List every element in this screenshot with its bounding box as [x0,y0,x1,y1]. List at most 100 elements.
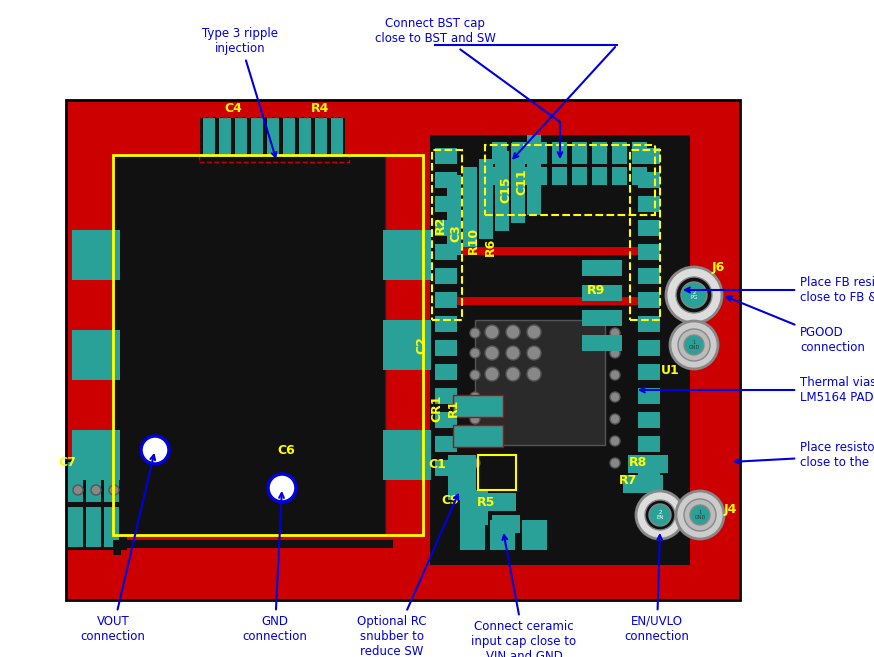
Text: R7: R7 [619,474,637,486]
Bar [632,167,647,185]
Bar [532,142,547,164]
Bar [592,167,607,185]
Bar [448,455,476,500]
Circle shape [109,485,119,495]
Circle shape [527,346,541,360]
Bar [512,167,527,185]
Text: C6: C6 [277,443,295,457]
Bar [638,340,660,356]
Bar [435,388,457,404]
Bar [638,220,660,236]
Circle shape [690,505,710,525]
Text: VOUT
connection: VOUT connection [80,455,155,643]
Circle shape [527,367,541,381]
Text: Connect ceramic
input cap close to
VIN and GND: Connect ceramic input cap close to VIN a… [471,535,577,657]
Circle shape [666,267,722,323]
Bar [475,320,605,445]
Bar [113,155,423,535]
Bar [235,135,247,157]
Circle shape [73,485,83,495]
Text: Connect BST cap
close to BST and SW: Connect BST cap close to BST and SW [375,17,562,157]
Bar [488,493,516,511]
Bar [435,412,457,428]
Bar [283,135,295,157]
Bar [572,142,587,164]
Text: C4: C4 [224,101,242,114]
Text: Optional RC
snubber to
reduce SW
node ringing: Optional RC snubber to reduce SW node ri… [355,495,458,657]
Bar [638,148,660,164]
Circle shape [610,348,620,358]
Bar [251,135,263,157]
Text: R6: R6 [483,238,496,256]
Text: R4: R4 [311,101,329,114]
Text: U1: U1 [661,363,679,376]
Bar [638,196,660,212]
Circle shape [610,436,620,446]
Text: Place resistor  R8
close to the RON pin: Place resistor R8 close to the RON pin [735,441,874,469]
Circle shape [470,414,480,424]
Circle shape [610,392,620,402]
Text: C2: C2 [415,336,428,354]
Bar [435,436,457,452]
Bar [68,507,83,547]
Bar [495,151,509,231]
Bar [638,268,660,284]
Circle shape [676,277,712,313]
Circle shape [470,348,480,358]
Bar [432,150,462,320]
Text: Type 3 ripple
injection: Type 3 ripple injection [202,27,278,157]
Circle shape [485,346,499,360]
Text: Thermal vias under
LM5164 PAD: Thermal vias under LM5164 PAD [640,376,874,404]
Circle shape [645,500,675,530]
Bar [86,462,101,502]
Circle shape [485,367,499,381]
Bar [219,135,231,157]
Text: J6: J6 [711,261,725,275]
Bar [638,388,660,404]
Bar [638,316,660,332]
Text: R1: R1 [447,399,460,417]
Text: C9: C9 [441,493,459,507]
Circle shape [506,367,520,381]
Bar [219,118,231,136]
Bar [630,150,660,320]
Bar [623,475,663,493]
Bar [511,143,525,223]
Bar [453,425,503,447]
Circle shape [610,328,620,338]
Bar [72,430,120,480]
Bar [383,230,431,280]
Bar [453,395,503,417]
Bar [628,455,668,473]
Text: GND
connection: GND connection [243,493,308,643]
Bar [331,118,343,136]
Bar [86,507,101,547]
Bar [638,436,660,452]
Circle shape [506,325,520,339]
Bar [512,142,527,164]
Text: R9: R9 [586,284,605,296]
Circle shape [676,491,724,539]
Text: 1
GND: 1 GND [689,340,699,350]
Circle shape [91,485,101,495]
Bar [522,520,547,550]
Bar [582,285,622,301]
Bar [490,140,655,195]
Bar [283,118,295,136]
Bar [115,155,385,535]
Bar [235,118,247,136]
Bar [104,462,119,502]
Bar [315,135,327,157]
Circle shape [649,504,671,526]
Circle shape [610,370,620,380]
Bar [638,460,660,476]
Bar [315,118,327,136]
Circle shape [684,499,716,531]
Bar [435,148,457,164]
Bar [638,292,660,308]
Bar [72,330,120,380]
Bar [67,460,127,550]
Bar [113,540,393,548]
Bar [68,462,83,502]
Circle shape [636,491,684,539]
